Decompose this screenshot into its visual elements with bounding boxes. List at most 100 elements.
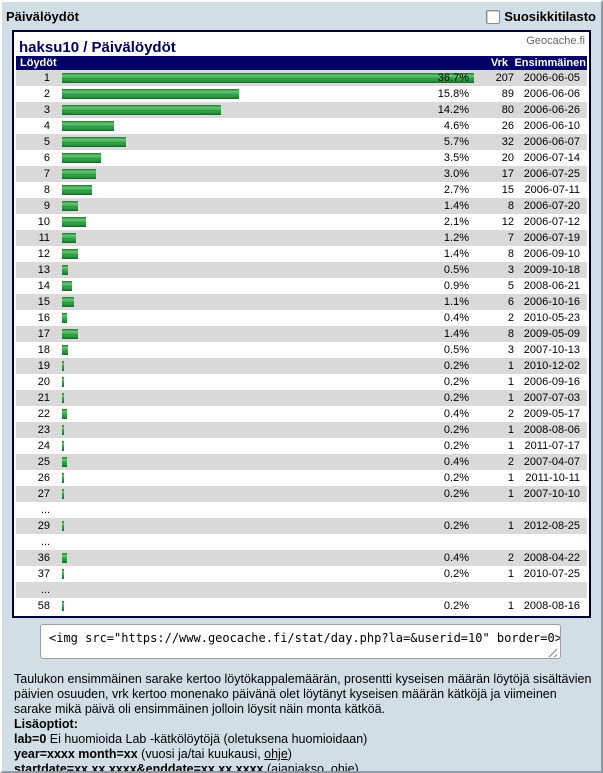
first-date: 2011-10-11 <box>525 472 580 484</box>
table-row: 3 14.2% 80 2006-06-26 <box>16 102 587 118</box>
finds-bar <box>62 441 65 451</box>
option-code: startdate=xx.xx.xxxx&enddate=xx.xx.xxxx <box>14 762 264 773</box>
table-row: 7 3.0% 17 2006-07-25 <box>16 166 587 182</box>
percent-label: 3.0% <box>443 168 469 180</box>
table-row: 5 5.7% 32 2006-06-07 <box>16 134 587 150</box>
help-link[interactable]: ohje <box>330 762 355 773</box>
days-count: 12 <box>501 216 514 228</box>
finds-bar-cell: 3.5% <box>62 150 474 166</box>
row-finds-count: 23 <box>37 424 50 436</box>
table-row: 12 1.4% 8 2006-09-10 <box>16 246 587 262</box>
table-row: 20 0.2% 1 2006-09-16 <box>16 374 587 390</box>
table-row: 1 36.7% 207 2006-06-05 <box>16 70 587 86</box>
finds-bar-cell: 0.2% <box>62 486 474 502</box>
percent-label: 1.2% <box>443 232 469 244</box>
finds-bar-cell: 36.7% <box>62 70 474 86</box>
first-date: 2008-04-22 <box>523 552 580 564</box>
finds-bar-cell: 4.6% <box>62 118 474 134</box>
finds-bar <box>62 313 67 323</box>
table-row: 29 0.2% 1 2012-08-25 <box>16 518 587 534</box>
row-finds-count: ... <box>40 584 50 596</box>
finds-bar <box>62 393 65 403</box>
stats-rows: 1 36.7% 207 2006-06-05 2 15.8% 89 2006-06-06 3 14… <box>16 70 587 614</box>
row-finds-count: 8 <box>43 184 50 196</box>
days-count <box>474 502 514 518</box>
panel-header: haksu10 / Päivälöydöt Geocache.fi <box>16 34 587 56</box>
percent-label: 4.6% <box>443 120 469 132</box>
table-row: 4 4.6% 26 2006-06-10 <box>16 118 587 134</box>
finds-bar <box>62 569 65 579</box>
finds-bar-cell: 0.5% <box>62 262 474 278</box>
table-row-ellipsis: ... <box>16 582 587 598</box>
finds-bar <box>62 281 73 291</box>
table-header-row: Löydöt Vrk Ensimmäinen <box>16 56 587 70</box>
finds-bar-cell: 0.2% <box>62 518 474 534</box>
percent-label: 0.2% <box>443 600 469 612</box>
first-date <box>514 582 587 598</box>
first-date: 2009-10-18 <box>523 264 580 276</box>
first-date: 2006-06-06 <box>523 88 580 100</box>
days-count: 5 <box>507 280 514 292</box>
days-count: 7 <box>507 232 514 244</box>
percent-label: 0.2% <box>443 376 469 388</box>
favorite-label: Suosikkitilasto <box>504 9 596 24</box>
first-date: 2007-10-10 <box>523 488 580 500</box>
finds-bar <box>62 409 67 419</box>
finds-bar-cell <box>62 582 474 598</box>
table-row: 11 1.2% 7 2006-07-19 <box>16 230 587 246</box>
finds-bar <box>62 553 67 563</box>
finds-bar-cell: 2.1% <box>62 214 474 230</box>
first-date: 2010-07-25 <box>523 568 580 580</box>
embed-code-textarea[interactable]: <img src="https://www.geocache.fi/stat/d… <box>40 624 561 659</box>
row-finds-count: 18 <box>37 344 50 356</box>
row-finds-count: ... <box>40 536 50 548</box>
row-finds-count: 14 <box>37 280 50 292</box>
finds-bar-cell: 0.4% <box>62 550 474 566</box>
row-finds-count: 17 <box>37 328 50 340</box>
finds-bar <box>62 377 65 387</box>
row-finds-count: 22 <box>37 408 50 420</box>
days-count <box>474 582 514 598</box>
row-finds-count: 13 <box>37 264 50 276</box>
table-row: 58 0.2% 1 2008-08-16 <box>16 598 587 614</box>
first-date: 2012-08-25 <box>523 520 580 532</box>
percent-label: 36.7% <box>437 72 469 84</box>
page-title: Päivälöydöt <box>6 9 79 24</box>
table-row: 36 0.4% 2 2008-04-22 <box>16 550 587 566</box>
days-count: 1 <box>507 520 514 532</box>
resize-handle-icon[interactable] <box>547 647 557 657</box>
stats-panel: haksu10 / Päivälöydöt Geocache.fi Löydöt… <box>12 30 591 618</box>
percent-label: 0.4% <box>443 456 469 468</box>
days-count: 15 <box>501 184 514 196</box>
days-count: 80 <box>501 104 514 116</box>
percent-label: 1.4% <box>443 248 469 260</box>
extra-option-line: year=xxxx month=xx (vuosi ja/tai kuukaus… <box>14 747 594 762</box>
percent-label: 0.2% <box>443 424 469 436</box>
first-date: 2006-06-07 <box>523 136 580 148</box>
days-count: 20 <box>501 152 514 164</box>
first-date: 2008-08-16 <box>523 600 580 612</box>
finds-bar <box>62 265 68 275</box>
favorite-checkbox[interactable] <box>486 9 501 24</box>
percent-label: 0.2% <box>443 520 469 532</box>
help-link[interactable]: ohje <box>264 747 288 761</box>
finds-bar-cell: 0.9% <box>62 278 474 294</box>
option-text-after: ) <box>354 762 359 773</box>
row-finds-count: 4 <box>43 120 50 132</box>
days-count: 2 <box>507 312 514 324</box>
row-finds-count: 21 <box>37 392 50 404</box>
percent-label: 0.2% <box>443 472 469 484</box>
days-count: 32 <box>501 136 514 148</box>
days-count: 8 <box>507 248 514 260</box>
finds-bar-cell: 1.4% <box>62 326 474 342</box>
days-count: 8 <box>507 328 514 340</box>
row-finds-count: 19 <box>37 360 50 372</box>
finds-bar <box>62 249 78 259</box>
option-code: lab=0 <box>14 732 47 746</box>
finds-bar-cell: 1.2% <box>62 230 474 246</box>
days-count: 1 <box>507 488 514 500</box>
top-bar: Päivälöydöt Suosikkitilasto <box>2 2 601 30</box>
row-finds-count: 58 <box>37 600 50 612</box>
days-count: 1 <box>507 600 514 612</box>
extra-options-list: lab=0 Ei huomioida Lab -kätkölöytöjä (ol… <box>14 732 594 773</box>
